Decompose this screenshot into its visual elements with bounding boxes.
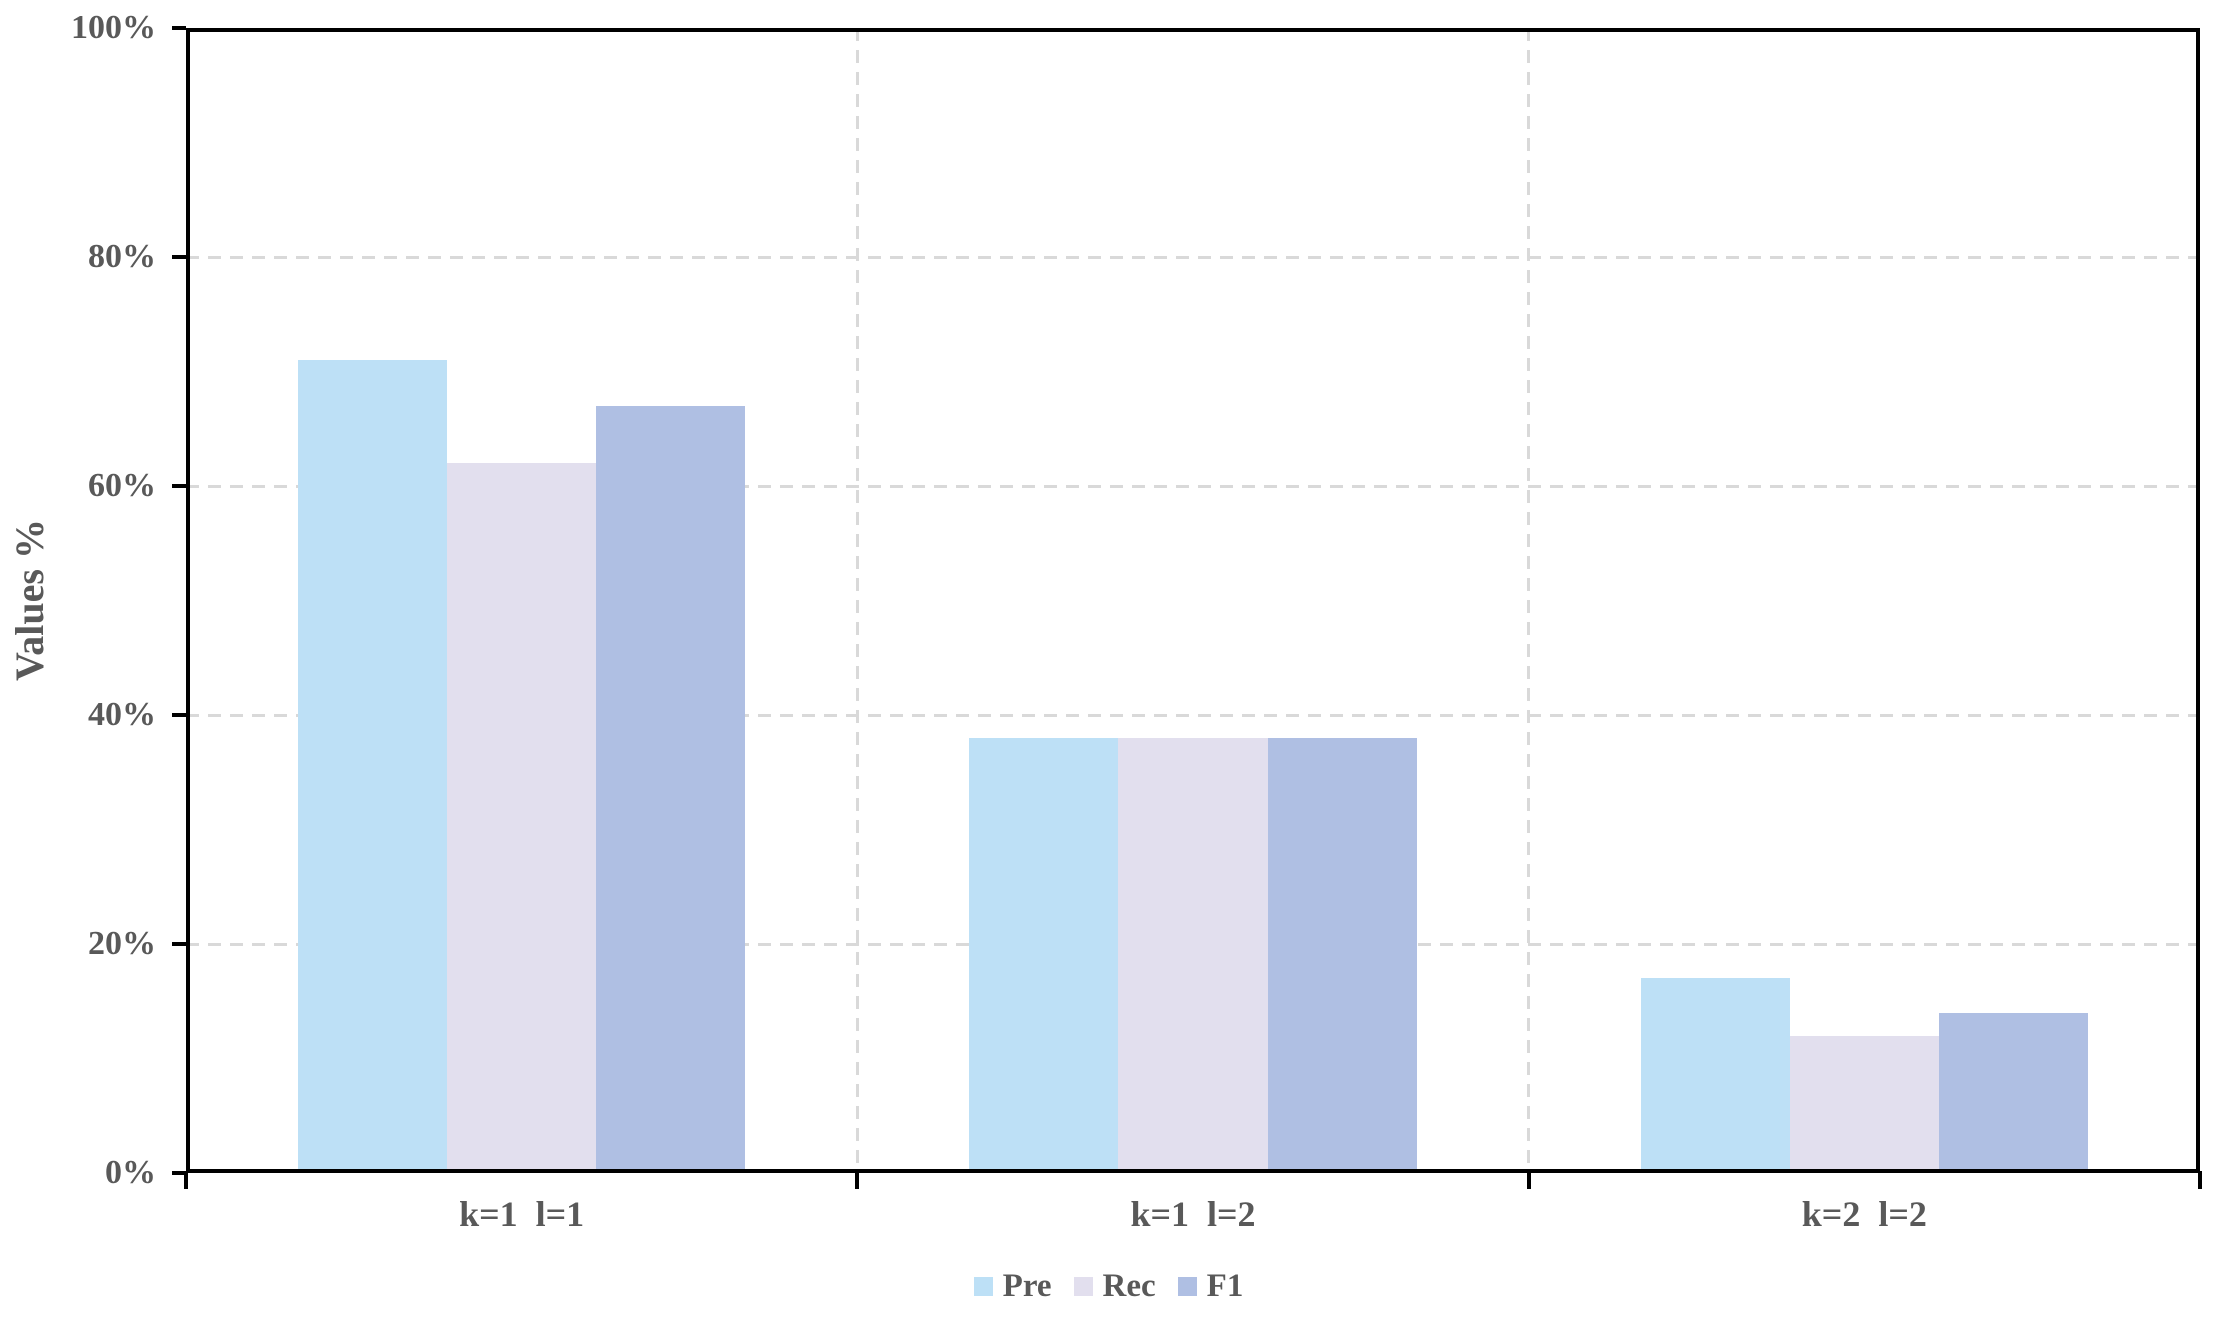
legend-label-f1: F1: [1206, 1268, 1244, 1304]
legend-item-f1: F1: [1177, 1266, 1244, 1306]
x-category-label-1: k=1 l=2: [1130, 1194, 1256, 1234]
y-tick-0: [172, 1171, 186, 1175]
y-tick-label-100: 100%: [71, 9, 156, 46]
x-category-label-0: k=1 l=1: [459, 1194, 585, 1234]
x-tick-2: [1526, 1171, 1531, 1189]
y-tick-100: [172, 26, 186, 30]
bar-f1-cat2: [1938, 1012, 2089, 1173]
x-tick-3: [2198, 1171, 2202, 1189]
y-tick-label-40: 40%: [88, 696, 156, 733]
legend-item-rec: Rec: [1073, 1266, 1156, 1306]
x-tick-0: [184, 1171, 188, 1189]
bar-rec-cat0: [447, 463, 597, 1173]
legend-item-pre: Pre: [973, 1266, 1052, 1306]
legend-swatch-f1: [1177, 1276, 1197, 1296]
bar-f1-cat1: [1267, 737, 1417, 1173]
legend-swatch-rec: [1073, 1276, 1093, 1296]
y-tick-80: [172, 255, 186, 259]
gridline-y-40: [186, 713, 2200, 717]
y-tick-60: [172, 484, 186, 488]
y-tick-label-0: 0%: [105, 1154, 156, 1191]
legend-swatch-pre: [973, 1276, 993, 1296]
y-tick-label-60: 60%: [88, 467, 156, 504]
bar-rec-cat2: [1789, 1035, 1939, 1173]
legend-label-pre: Pre: [1002, 1268, 1052, 1304]
legend-label-rec: Rec: [1102, 1268, 1156, 1304]
bar-pre-cat2: [1640, 978, 1790, 1173]
x-tick-1: [855, 1171, 860, 1189]
gridline-y-60: [186, 484, 2200, 488]
gridline-y-80: [186, 255, 2200, 259]
y-tick-40: [172, 713, 186, 717]
bar-pre-cat0: [297, 360, 448, 1173]
y-tick-20: [172, 942, 186, 946]
bar-rec-cat1: [1118, 737, 1268, 1173]
legend: Pre Rec F1: [0, 1266, 2217, 1306]
bar-pre-cat1: [969, 737, 1119, 1173]
x-category-label-2: k=2 l=2: [1801, 1194, 1927, 1234]
y-tick-label-20: 20%: [88, 925, 156, 962]
y-tick-label-80: 80%: [88, 238, 156, 275]
bar-f1-cat0: [596, 405, 746, 1173]
gridline-x-separator-2: [1527, 28, 1531, 1173]
gridline-x-separator-1: [855, 28, 859, 1173]
y-axis-title: Values %: [7, 519, 52, 681]
